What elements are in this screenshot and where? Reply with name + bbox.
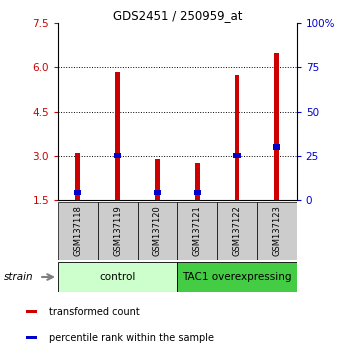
Text: GSM137123: GSM137123 bbox=[272, 206, 281, 256]
Bar bbox=[235, 75, 239, 200]
Bar bbox=[98, 202, 137, 260]
Bar bbox=[155, 159, 160, 200]
Bar bbox=[58, 202, 98, 260]
Bar bbox=[114, 153, 121, 159]
Bar bbox=[75, 153, 80, 200]
Text: GSM137120: GSM137120 bbox=[153, 206, 162, 256]
Bar bbox=[74, 190, 81, 195]
Bar bbox=[257, 202, 297, 260]
Text: percentile rank within the sample: percentile rank within the sample bbox=[49, 332, 214, 343]
Bar bbox=[115, 72, 120, 200]
Text: GSM137121: GSM137121 bbox=[193, 206, 202, 256]
Text: GSM137118: GSM137118 bbox=[73, 206, 83, 256]
Bar bbox=[217, 202, 257, 260]
Bar bbox=[194, 190, 201, 195]
Bar bbox=[58, 262, 177, 292]
Bar bbox=[137, 202, 177, 260]
Bar bbox=[275, 52, 279, 200]
Text: strain: strain bbox=[3, 272, 33, 282]
Bar bbox=[27, 336, 37, 339]
Bar bbox=[177, 202, 217, 260]
Text: control: control bbox=[100, 272, 136, 282]
Bar bbox=[27, 310, 37, 313]
Title: GDS2451 / 250959_at: GDS2451 / 250959_at bbox=[113, 9, 242, 22]
Bar bbox=[233, 153, 241, 159]
Bar bbox=[177, 262, 297, 292]
Text: TAC1 overexpressing: TAC1 overexpressing bbox=[182, 272, 292, 282]
Text: transformed count: transformed count bbox=[49, 307, 140, 317]
Text: GSM137122: GSM137122 bbox=[233, 206, 241, 256]
Text: GSM137119: GSM137119 bbox=[113, 206, 122, 256]
Bar bbox=[195, 163, 199, 200]
Bar bbox=[273, 144, 280, 149]
Bar bbox=[154, 190, 161, 195]
